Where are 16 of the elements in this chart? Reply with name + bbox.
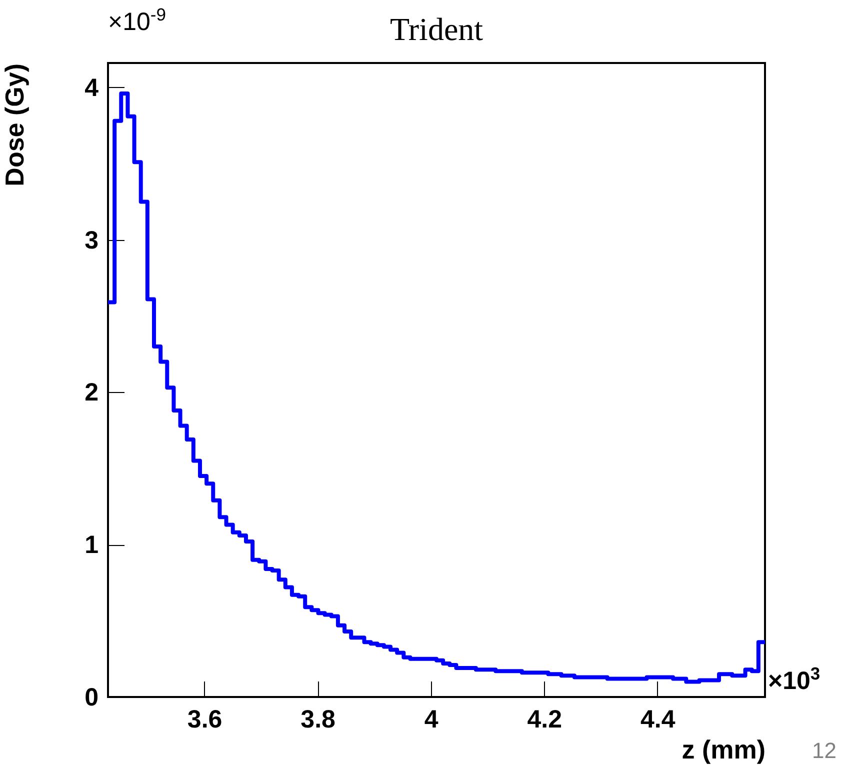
x-tick-label: 4.2 (527, 706, 562, 734)
y-tick-label: 0 (84, 684, 98, 712)
x-axis-title: z (mm) (682, 734, 766, 764)
text: ×10$^{3}$ (768, 664, 820, 696)
x-tick-label: 4 (424, 706, 438, 734)
chart-title: Trident (390, 11, 484, 47)
y-tick-label: 3 (84, 226, 98, 254)
y-tick-label: 4 (84, 74, 99, 102)
x-tick-label: 3.8 (300, 706, 336, 734)
x-tick-label: 4.4 (640, 706, 676, 734)
text: 12 (812, 738, 836, 764)
x-tick-label: 3.6 (187, 706, 222, 734)
y-tick-label: 1 (84, 531, 99, 560)
y-tick-label: 2 (84, 378, 98, 407)
text: ×10$^{-9}$ (108, 4, 166, 37)
y-axis-title: Dose (Gy) (0, 64, 30, 186)
